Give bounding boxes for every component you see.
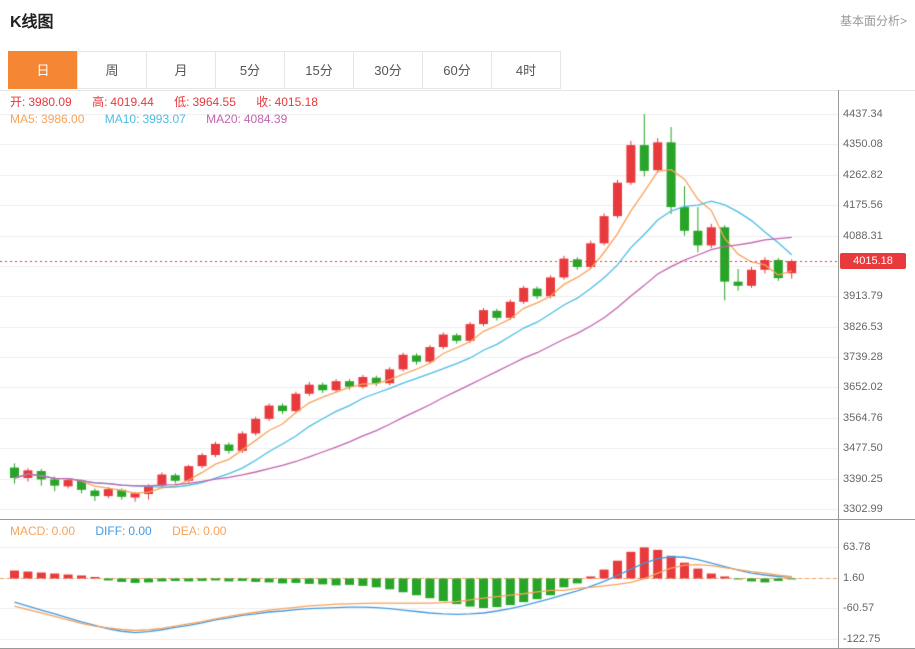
y-axis-label: 4350.08 [843, 138, 883, 151]
ma10-label: MA10: [104, 112, 140, 126]
tab-4hour[interactable]: 4时 [491, 51, 561, 89]
macd-label: MACD: [10, 524, 49, 538]
y-axis-label: 4175.56 [843, 199, 883, 212]
y-axis-label: -122.75 [843, 633, 881, 645]
close-value: 4015.18 [274, 95, 318, 109]
period-tabbar: 日 周 月 5分 15分 30分 60分 4时 [8, 51, 561, 89]
ma10-value: 3993.07 [142, 112, 186, 126]
ohlc-legend: 开: 3980.09 高: 4019.44 低: 3964.55 收: 4015.18 [10, 93, 335, 110]
y-axis-label: 4088.31 [843, 229, 883, 242]
high-label: 高: [92, 95, 108, 109]
dea-value: 0.00 [203, 524, 227, 538]
tab-5min[interactable]: 5分 [215, 51, 285, 89]
y-axis-label: -60.57 [843, 602, 875, 615]
y-axis-label: 4437.34 [843, 108, 883, 120]
y-axis-label: 3390.25 [843, 472, 883, 485]
y-axis-label: 1.60 [843, 571, 865, 584]
tab-60min[interactable]: 60分 [422, 51, 492, 89]
fundamental-analysis-link[interactable]: 基本面分析> [839, 14, 907, 28]
panel-divider [0, 519, 915, 520]
close-label: 收: [256, 95, 272, 109]
tab-week[interactable]: 周 [77, 51, 147, 89]
open-label: 开: [10, 95, 26, 109]
low-label: 低: [174, 95, 190, 109]
low-value: 3964.55 [192, 95, 236, 109]
diff-value: 0.00 [128, 524, 152, 538]
y-axis-label: 3302.99 [843, 503, 883, 515]
ma-legend: MA5: 3986.00 MA10: 3993.07 MA20: 4084.39 [10, 112, 304, 126]
y-axis-label: 3913.79 [843, 290, 883, 303]
tab-15min[interactable]: 15分 [284, 51, 354, 89]
macd-value: 0.00 [51, 524, 76, 538]
tab-day[interactable]: 日 [8, 51, 78, 89]
ma20-value: 4084.39 [243, 112, 288, 126]
high-value: 4019.44 [110, 95, 154, 109]
ma5-value: 3986.00 [41, 112, 85, 126]
main-chart-canvas[interactable] [0, 90, 838, 519]
tab-30min[interactable]: 30分 [353, 51, 423, 89]
y-axis-label: 63.78 [843, 541, 871, 553]
ma5-label: MA5: [10, 112, 39, 126]
y-axis-label: 3826.53 [843, 320, 883, 333]
current-price-tag: 4015.18 [840, 253, 906, 269]
axis-separator [838, 90, 839, 648]
open-value: 3980.09 [28, 95, 72, 109]
page-title: K线图 [10, 14, 54, 31]
diff-label: DIFF: [95, 524, 126, 538]
y-axis-label: 3564.76 [843, 411, 883, 424]
y-axis-label: 3477.50 [843, 442, 883, 455]
macd-legend: MACD: 0.00 DIFF: 0.00 DEA: 0.00 [10, 524, 243, 538]
y-axis-label: 3652.02 [843, 381, 883, 394]
macd-canvas[interactable] [0, 520, 838, 648]
y-axis-label: 4262.82 [843, 168, 883, 181]
y-axis-label: 3739.28 [843, 351, 883, 364]
ma20-label: MA20: [206, 112, 241, 126]
dea-label: DEA: [172, 524, 201, 538]
tab-month[interactable]: 月 [146, 51, 216, 89]
